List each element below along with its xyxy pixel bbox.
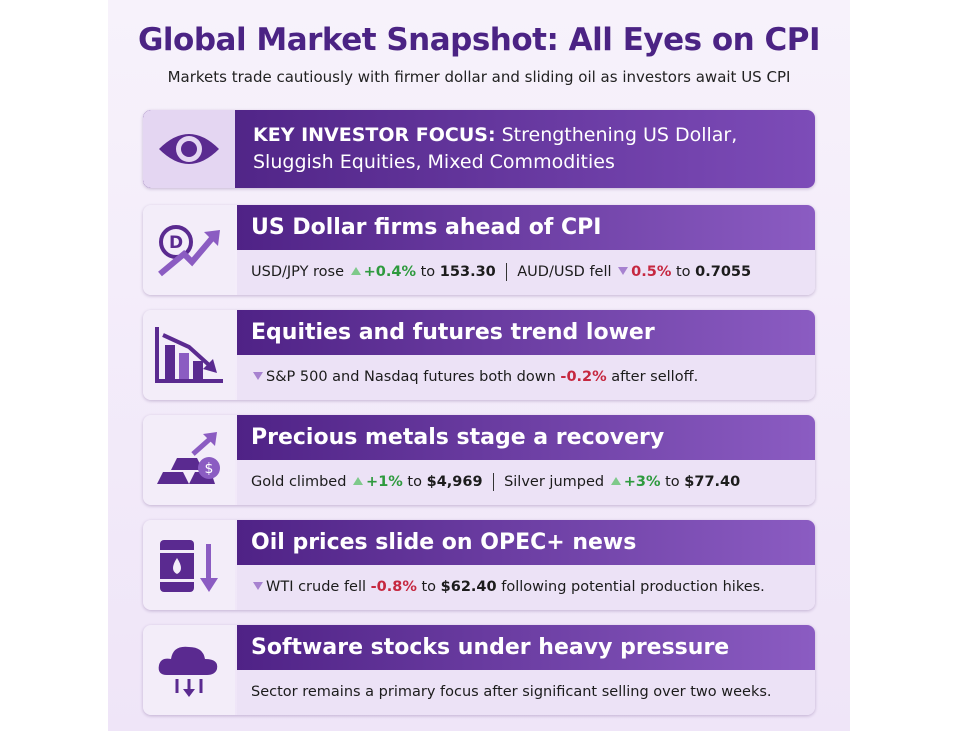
focus-body: Strengthening US Dollar, Sluggish Equiti…: [253, 124, 738, 173]
icon-graphic: $: [157, 432, 220, 484]
section-title: Precious metals stage a recovery: [237, 415, 815, 460]
section-body: S&P 500 and Nasdaq futures both down -0.…: [237, 355, 815, 400]
svg-text:$: $: [205, 461, 214, 477]
body-text: S&P 500 and Nasdaq futures both down: [266, 369, 561, 385]
body-text: 0.7055: [695, 264, 752, 280]
icon-graphic: [158, 646, 218, 697]
section-body: Gold climbed +1% to $4,969 Silver jumped …: [237, 460, 815, 505]
section-body: USD/JPY rose +0.4% to 153.30 AUD/USD fell…: [237, 250, 815, 295]
body-text: $4,969: [426, 474, 483, 490]
body-text: Sector remains a primary focus after sig…: [251, 684, 772, 700]
icon-graphic: [155, 327, 223, 383]
eye-icon: [143, 110, 235, 188]
icon-graphic: [160, 540, 218, 592]
section-card: $ Precious metals stage a recovery Gold cl…: [143, 415, 815, 505]
body-text: to: [402, 474, 427, 490]
trend-marker: [610, 477, 621, 485]
section-icon: [143, 520, 235, 610]
focus-card: KEY INVESTOR FOCUS: Strengthening US Dol…: [143, 110, 815, 188]
section-icon: [143, 310, 235, 400]
section-card: D US Dollar firms ahead of CPI USD/JPY ros…: [143, 205, 815, 295]
body-text: +0.4%: [363, 264, 417, 280]
section-icon: D: [143, 205, 235, 295]
trend-marker: [350, 267, 361, 275]
section-title: US Dollar firms ahead of CPI: [237, 205, 815, 250]
body-text: +1%: [366, 474, 403, 490]
section-card: Equities and futures trend lower S&P 500 …: [143, 310, 815, 400]
body-text: $62.40: [440, 579, 497, 595]
section-title: Oil prices slide on OPEC+ news: [237, 520, 815, 565]
section-icon: $: [143, 415, 235, 505]
body-text: following potential production hikes.: [496, 579, 765, 595]
svg-text:D: D: [169, 233, 183, 253]
body-text: to: [671, 264, 696, 280]
body-text: Silver jumped: [504, 474, 609, 490]
trend-marker: [253, 582, 263, 590]
subtitle: Markets trade cautiously with firmer dol…: [167, 68, 791, 86]
section-card: Oil prices slide on OPEC+ news WTI crude …: [143, 520, 815, 610]
body-text: WTI crude fell: [266, 579, 371, 595]
body-text: Gold climbed: [251, 474, 352, 490]
section-card: Software stocks under heavy pressure Sect…: [143, 625, 815, 715]
body-text: to: [416, 579, 441, 595]
body-text: after selloff.: [606, 369, 699, 385]
body-text: 153.30: [439, 264, 496, 280]
divider: [492, 473, 495, 491]
trend-marker: [618, 267, 629, 275]
section-icon: [143, 625, 235, 715]
section-body: Sector remains a primary focus after sig…: [237, 670, 815, 715]
body-text: to: [660, 474, 685, 490]
section-body: WTI crude fell -0.8% to $62.40 following…: [237, 565, 815, 610]
body-text: AUD/USD fell: [517, 264, 617, 280]
body-text: USD/JPY rose: [251, 264, 349, 280]
focus-text: KEY INVESTOR FOCUS: Strengthening US Dol…: [253, 122, 805, 176]
body-text: 0.5%: [631, 264, 672, 280]
section-title: Software stocks under heavy pressure: [237, 625, 815, 670]
icon-graphic: D: [158, 225, 220, 277]
focus-label: KEY INVESTOR FOCUS:: [253, 124, 496, 146]
body-text: +3%: [623, 474, 661, 490]
section-title: Equities and futures trend lower: [237, 310, 815, 355]
trend-marker: [253, 372, 263, 380]
body-text: -0.2%: [560, 369, 607, 385]
divider: [505, 263, 508, 281]
panel: Global Market Snapshot: All Eyes on CPI …: [108, 0, 850, 731]
body-text: to: [416, 264, 440, 280]
body-text: $77.40: [684, 474, 741, 490]
body-text: -0.8%: [370, 579, 417, 595]
trend-marker: [353, 477, 364, 485]
title: Global Market Snapshot: All Eyes on CPI: [137, 22, 821, 58]
